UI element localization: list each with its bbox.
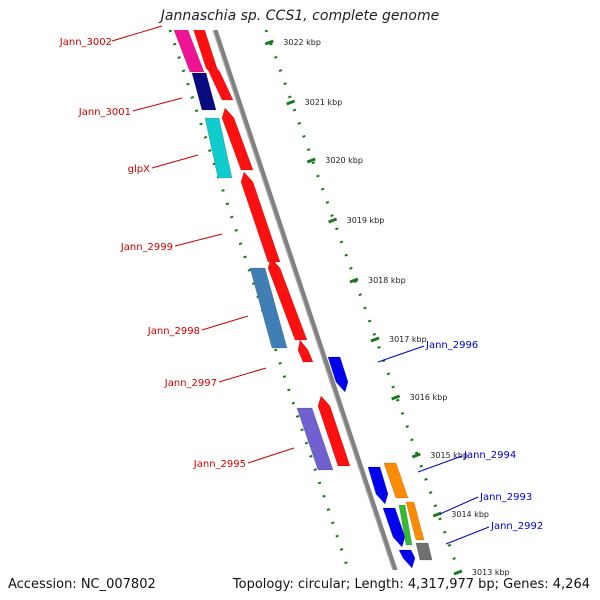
ruler-tick [411, 452, 421, 459]
genome-summary-text: Topology: circular; Length: 4,317,977 bp… [232, 577, 590, 592]
cds-orange-b[interactable] [405, 501, 425, 541]
cds-jann-2999-forward[interactable] [240, 171, 281, 263]
label-text: Jann_2998 [147, 326, 200, 337]
cds-glpx-forward[interactable] [221, 107, 254, 171]
ruler-tick [453, 569, 463, 576]
ruler-tick [264, 39, 274, 46]
label-jann-2996[interactable]: Jann_2996 [377, 340, 478, 363]
label-text: Jann_2993 [479, 492, 532, 503]
ruler-label: 3018 kbp [368, 276, 406, 285]
label-jann-2992[interactable]: Jann_2992 [445, 521, 543, 545]
cds-jann-2997-forward[interactable] [297, 339, 314, 363]
cds-bottom-color[interactable] [366, 594, 384, 600]
label-jann-2995[interactable]: Jann_2995 [193, 447, 295, 470]
label-jann-2999[interactable]: Jann_2999 [120, 233, 223, 253]
ruler-label: 3013 kbp [472, 568, 510, 577]
label-jann-2994[interactable]: Jann_2994 [417, 450, 516, 473]
cds-jann-3001-color[interactable] [191, 72, 217, 111]
label-text: Jann_2996 [425, 340, 478, 351]
cds-orange-a[interactable] [383, 462, 409, 499]
label-jann-3001[interactable]: Jann_3001 [78, 97, 183, 118]
label-text: Jann_2999 [120, 242, 173, 253]
cds-green[interactable] [398, 504, 413, 546]
cds-jann-2995-forward[interactable] [317, 395, 351, 467]
label-jann-3002[interactable]: Jann_3002 [59, 25, 163, 48]
label-text: Jann_3001 [78, 107, 131, 118]
label-glpx[interactable]: glpX [128, 154, 199, 175]
cds-jann-2996-reverse[interactable] [327, 356, 349, 393]
label-jann-2998[interactable]: Jann_2998 [147, 315, 249, 337]
ruler-tick [328, 217, 338, 224]
label-text: glpX [128, 164, 150, 175]
ruler-label: 3015 kbp [430, 451, 468, 460]
ruler-label: 3021 kbp [305, 98, 343, 107]
cds-jann-2993-reverse[interactable] [382, 507, 406, 548]
ruler-label: 3014 kbp [451, 510, 489, 519]
label-text: Jann_3002 [59, 37, 112, 48]
accession-text: Accession: NC_007802 [8, 577, 156, 592]
cds-gray[interactable] [415, 542, 433, 561]
cds-jann-2994-reverse[interactable] [367, 466, 389, 505]
cds-jann-2998-color[interactable] [249, 267, 288, 349]
label-text: Jann_2995 [193, 459, 246, 470]
cds-bottom-forward[interactable] [386, 592, 402, 600]
genome-backbone [212, 30, 398, 570]
cds-jann-2992-reverse[interactable] [398, 549, 416, 569]
ruler-tick [306, 157, 316, 164]
label-text: Jann_2992 [490, 521, 543, 532]
label-text: Jann_2997 [164, 378, 217, 389]
ruler-label: 3022 kbp [283, 38, 321, 47]
ruler-label: 3017 kbp [389, 335, 427, 344]
ruler-label: 3020 kbp [325, 156, 363, 165]
outer-dotted-ruler [264, 30, 460, 570]
ruler-tick [370, 336, 380, 343]
label-jann-2997[interactable]: Jann_2997 [164, 367, 267, 389]
cds-jann-3001-forward[interactable] [208, 61, 234, 101]
cds-jann-2998-forward[interactable] [267, 257, 308, 341]
ruler-tick [391, 394, 401, 401]
ruler-tick [349, 277, 359, 284]
cds-jann-3002-color[interactable] [172, 25, 205, 73]
ruler-tick [286, 99, 296, 106]
cds-jann-2995-color[interactable] [296, 407, 334, 471]
ruler-label: 3019 kbp [347, 216, 385, 225]
label-jann-2993[interactable]: Jann_2993 [439, 492, 532, 515]
ruler-label: 3016 kbp [410, 393, 448, 402]
cds-glpx-color[interactable] [204, 117, 233, 179]
label-text: Jann_2994 [463, 450, 516, 461]
genome-title: Jannaschia sp. CCS1, complete genome [160, 8, 440, 24]
